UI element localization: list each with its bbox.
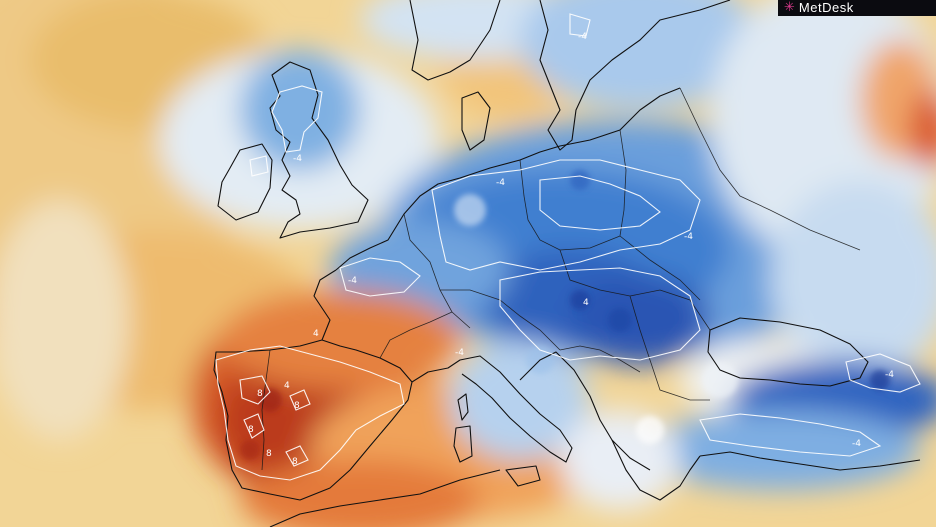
contour-label-black-sea: -4 [885,370,894,380]
contour-label-scandinavia: -4 [578,32,587,42]
contour-label-germany: -4 [496,178,505,188]
speckle-detail [240,170,890,460]
brand-logo: ✳ MetDesk [778,0,936,16]
anomaly-contours [215,13,921,481]
contour-label-iberia-a: 8 [257,389,263,399]
contour-label-poland: -4 [684,232,693,242]
contour-label-hungary: 4 [583,298,589,308]
contour-label-iberia-d: 8 [292,457,298,467]
contour-label-turkey: -4 [852,439,861,449]
borders [261,87,861,471]
contour-label-iberia-f: 4 [313,329,319,339]
contour-label-iberia-c: 8 [294,401,300,411]
contour-label-france: -4 [348,276,357,286]
contour-labels: -4 -4 -4 -4 -4 4 -4 -4 -4 8 8 8 8 4 4 8 [248,32,894,467]
brand-mark-icon: ✳ [784,0,795,15]
contour-label-iberia-g: 8 [266,449,272,459]
coastlines [213,0,921,527]
contour-label-iberia-b: 8 [248,425,254,435]
contour-label-alps: -4 [455,348,464,358]
contour-label-uk: -4 [293,154,302,164]
brand-name: MetDesk [798,0,854,15]
contour-label-iberia-e: 4 [284,381,290,391]
